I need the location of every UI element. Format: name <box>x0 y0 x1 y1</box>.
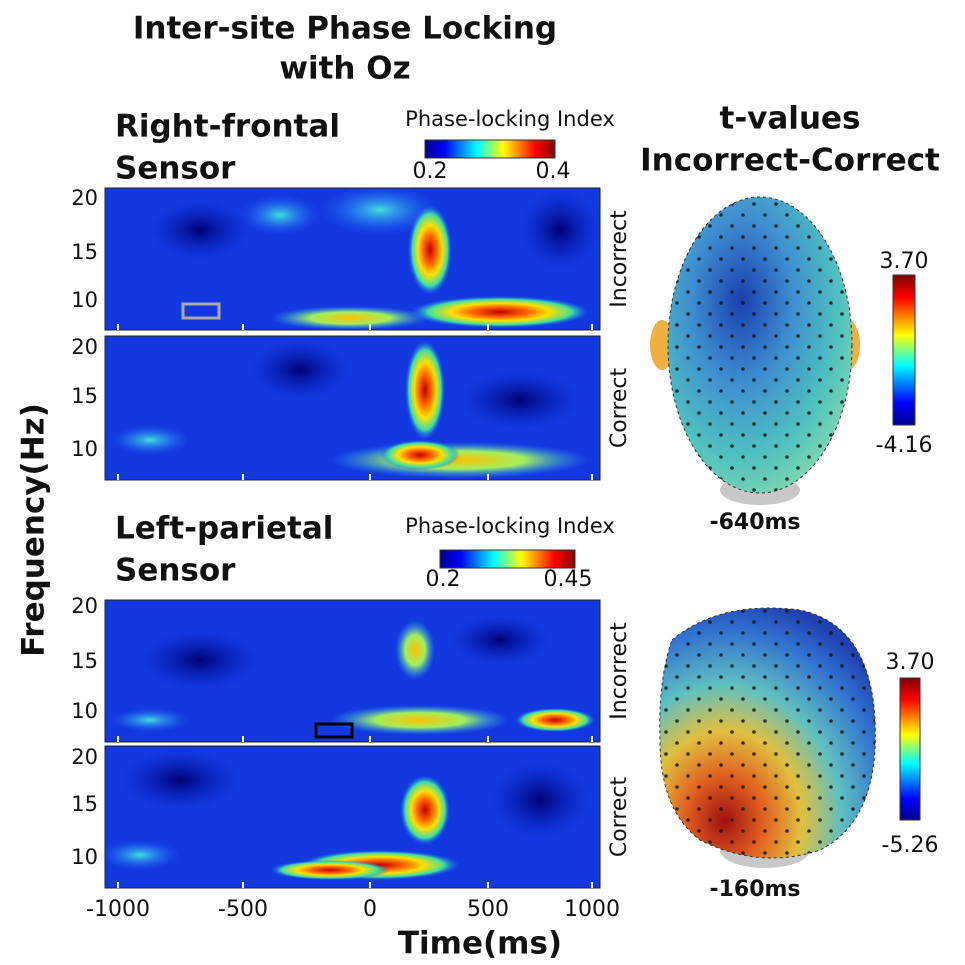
heatmap-region <box>395 620 435 680</box>
heatmap-region <box>120 750 240 810</box>
x-tick-label: 500 <box>467 897 509 922</box>
heatmap-region <box>490 760 590 840</box>
heatmap-region <box>240 195 320 235</box>
colorbar-min: -5.26 <box>882 833 939 858</box>
heatmap-region <box>100 840 180 870</box>
figure-title: with Oz <box>279 51 410 87</box>
heatmap-region <box>400 775 450 845</box>
panel-heading: Right-frontal <box>115 109 340 145</box>
time-label: -640ms <box>709 510 800 535</box>
condition-label: Correct <box>607 776 632 857</box>
y-tick-label: 15 <box>71 649 98 673</box>
y-tick-label: 15 <box>71 384 98 408</box>
heatmap <box>105 185 600 330</box>
heatmap <box>105 600 600 742</box>
heatmap-region <box>270 860 390 880</box>
y-tick-label: 15 <box>71 792 98 816</box>
condition-label: Incorrect <box>607 210 632 308</box>
figure-title: Inter-site Phase Locking <box>133 11 557 47</box>
y-tick-label: 20 <box>71 745 98 769</box>
head-map <box>650 197 860 505</box>
x-tick-label: -1000 <box>86 897 150 922</box>
y-tick-label: 10 <box>71 699 98 723</box>
y-tick-label: 20 <box>71 186 98 210</box>
y-axis-label: Frequency(Hz) <box>16 403 52 657</box>
y-tick-label: 15 <box>71 240 98 264</box>
colorbar-max: 3.70 <box>886 650 935 675</box>
time-label: -160ms <box>709 877 800 902</box>
x-tick-label: 0 <box>363 897 377 922</box>
y-tick-label: 20 <box>71 594 98 618</box>
topography-title: t-values <box>720 101 861 137</box>
colorbar-max: 3.70 <box>880 249 929 274</box>
condition-label: Correct <box>607 367 632 448</box>
heatmap-region <box>520 190 600 270</box>
heatmap-region <box>250 340 350 400</box>
heatmap-region <box>140 630 260 690</box>
x-tick-label: -500 <box>218 897 268 922</box>
heatmap-region <box>110 425 190 455</box>
heatmap-region <box>380 440 460 470</box>
colorbar <box>425 140 555 158</box>
head-map <box>660 608 876 868</box>
y-tick-label: 10 <box>71 437 98 461</box>
heatmap-region <box>270 306 430 330</box>
heatmap-region <box>330 442 590 478</box>
colorbar-min: -4.16 <box>876 433 933 458</box>
colorbar <box>893 275 915 425</box>
colorbar-min: 0.2 <box>413 159 448 184</box>
colorbar-max: 0.45 <box>544 567 593 592</box>
heatmap-region <box>408 205 452 295</box>
heatmap-region <box>110 708 190 732</box>
panel-heading: Left-parietal <box>115 511 333 547</box>
heatmap-region <box>460 370 580 430</box>
condition-label: Incorrect <box>607 622 632 720</box>
topography-title: Incorrect-Correct <box>640 143 940 179</box>
colorbar-label: Phase-locking Index <box>405 107 615 131</box>
heatmap <box>105 336 600 480</box>
heatmap-region <box>405 340 445 440</box>
heatmap-region <box>150 200 250 260</box>
colorbar-label: Phase-locking Index <box>405 514 615 538</box>
heatmap-region <box>410 296 590 328</box>
x-axis-label: Time(ms) <box>398 926 562 962</box>
colorbar-max: 0.4 <box>536 159 571 184</box>
colorbar-min: 0.2 <box>426 567 461 592</box>
panel-heading: Sensor <box>115 151 236 187</box>
x-tick-label: 1000 <box>564 897 620 922</box>
heatmap-region <box>450 615 550 665</box>
y-tick-label: 10 <box>71 845 98 869</box>
y-tick-label: 20 <box>71 335 98 359</box>
heatmap-region <box>330 705 510 735</box>
y-tick-label: 10 <box>71 288 98 312</box>
colorbar <box>440 550 575 568</box>
heatmap-region <box>515 708 595 732</box>
panel-heading: Sensor <box>115 553 236 589</box>
heatmap <box>100 746 600 888</box>
colorbar <box>900 678 920 820</box>
figure: Inter-site Phase Locking with Oz Time(ms… <box>0 0 965 965</box>
